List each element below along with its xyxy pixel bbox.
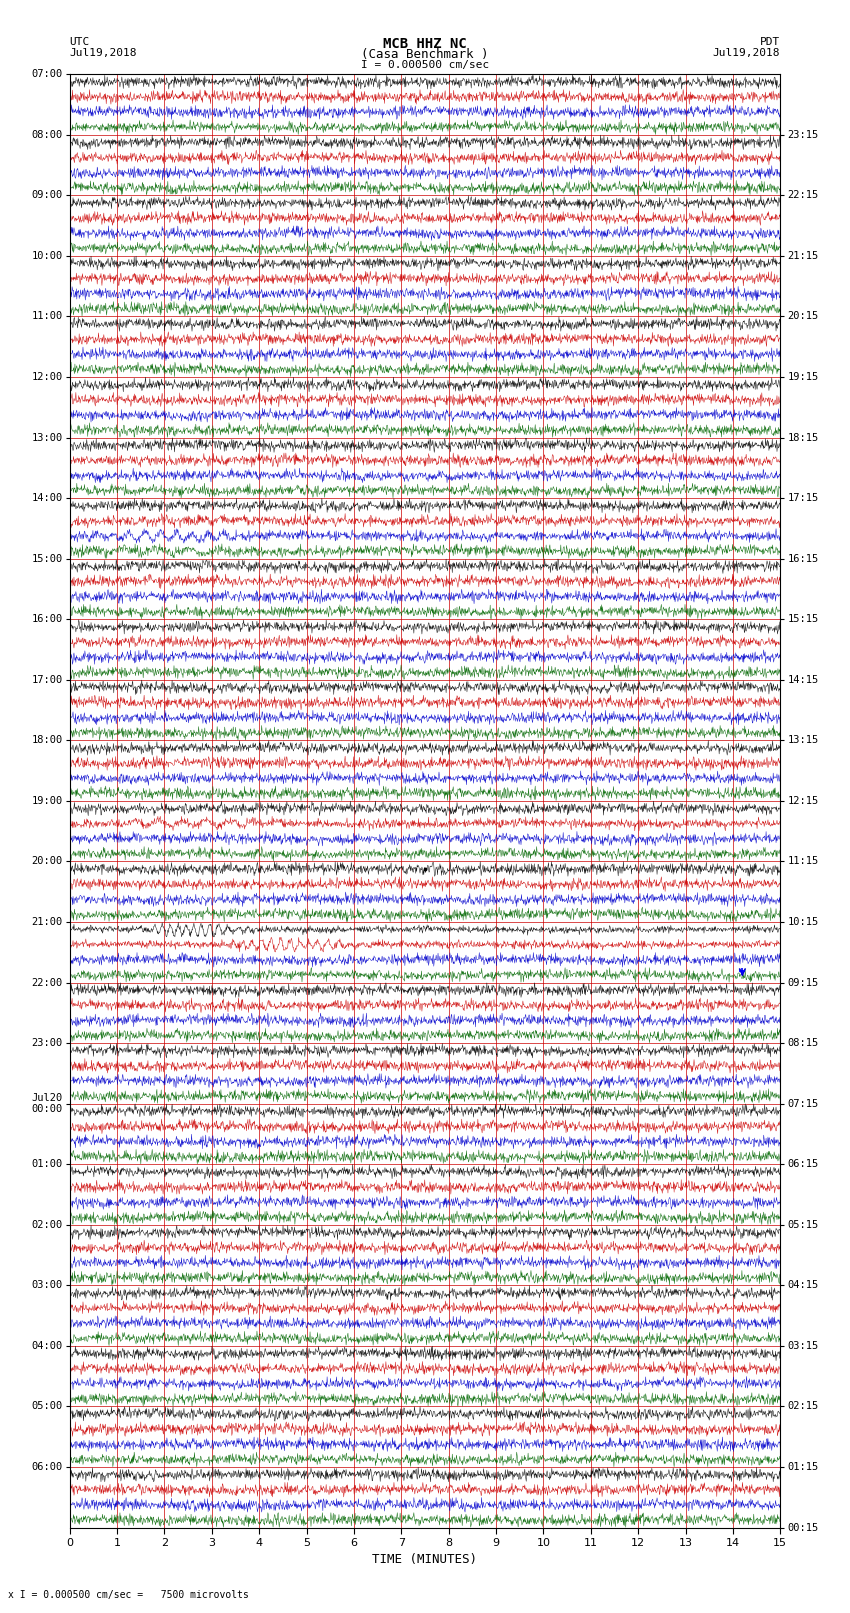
Text: (Casa Benchmark ): (Casa Benchmark ) — [361, 48, 489, 61]
Text: UTC: UTC — [70, 37, 90, 47]
Text: PDT: PDT — [760, 37, 780, 47]
Text: MCB HHZ NC: MCB HHZ NC — [383, 37, 467, 52]
Text: Jul19,2018: Jul19,2018 — [713, 48, 780, 58]
Text: Jul19,2018: Jul19,2018 — [70, 48, 137, 58]
X-axis label: TIME (MINUTES): TIME (MINUTES) — [372, 1553, 478, 1566]
Text: I = 0.000500 cm/sec: I = 0.000500 cm/sec — [361, 60, 489, 69]
Text: x I = 0.000500 cm/sec =   7500 microvolts: x I = 0.000500 cm/sec = 7500 microvolts — [8, 1590, 249, 1600]
